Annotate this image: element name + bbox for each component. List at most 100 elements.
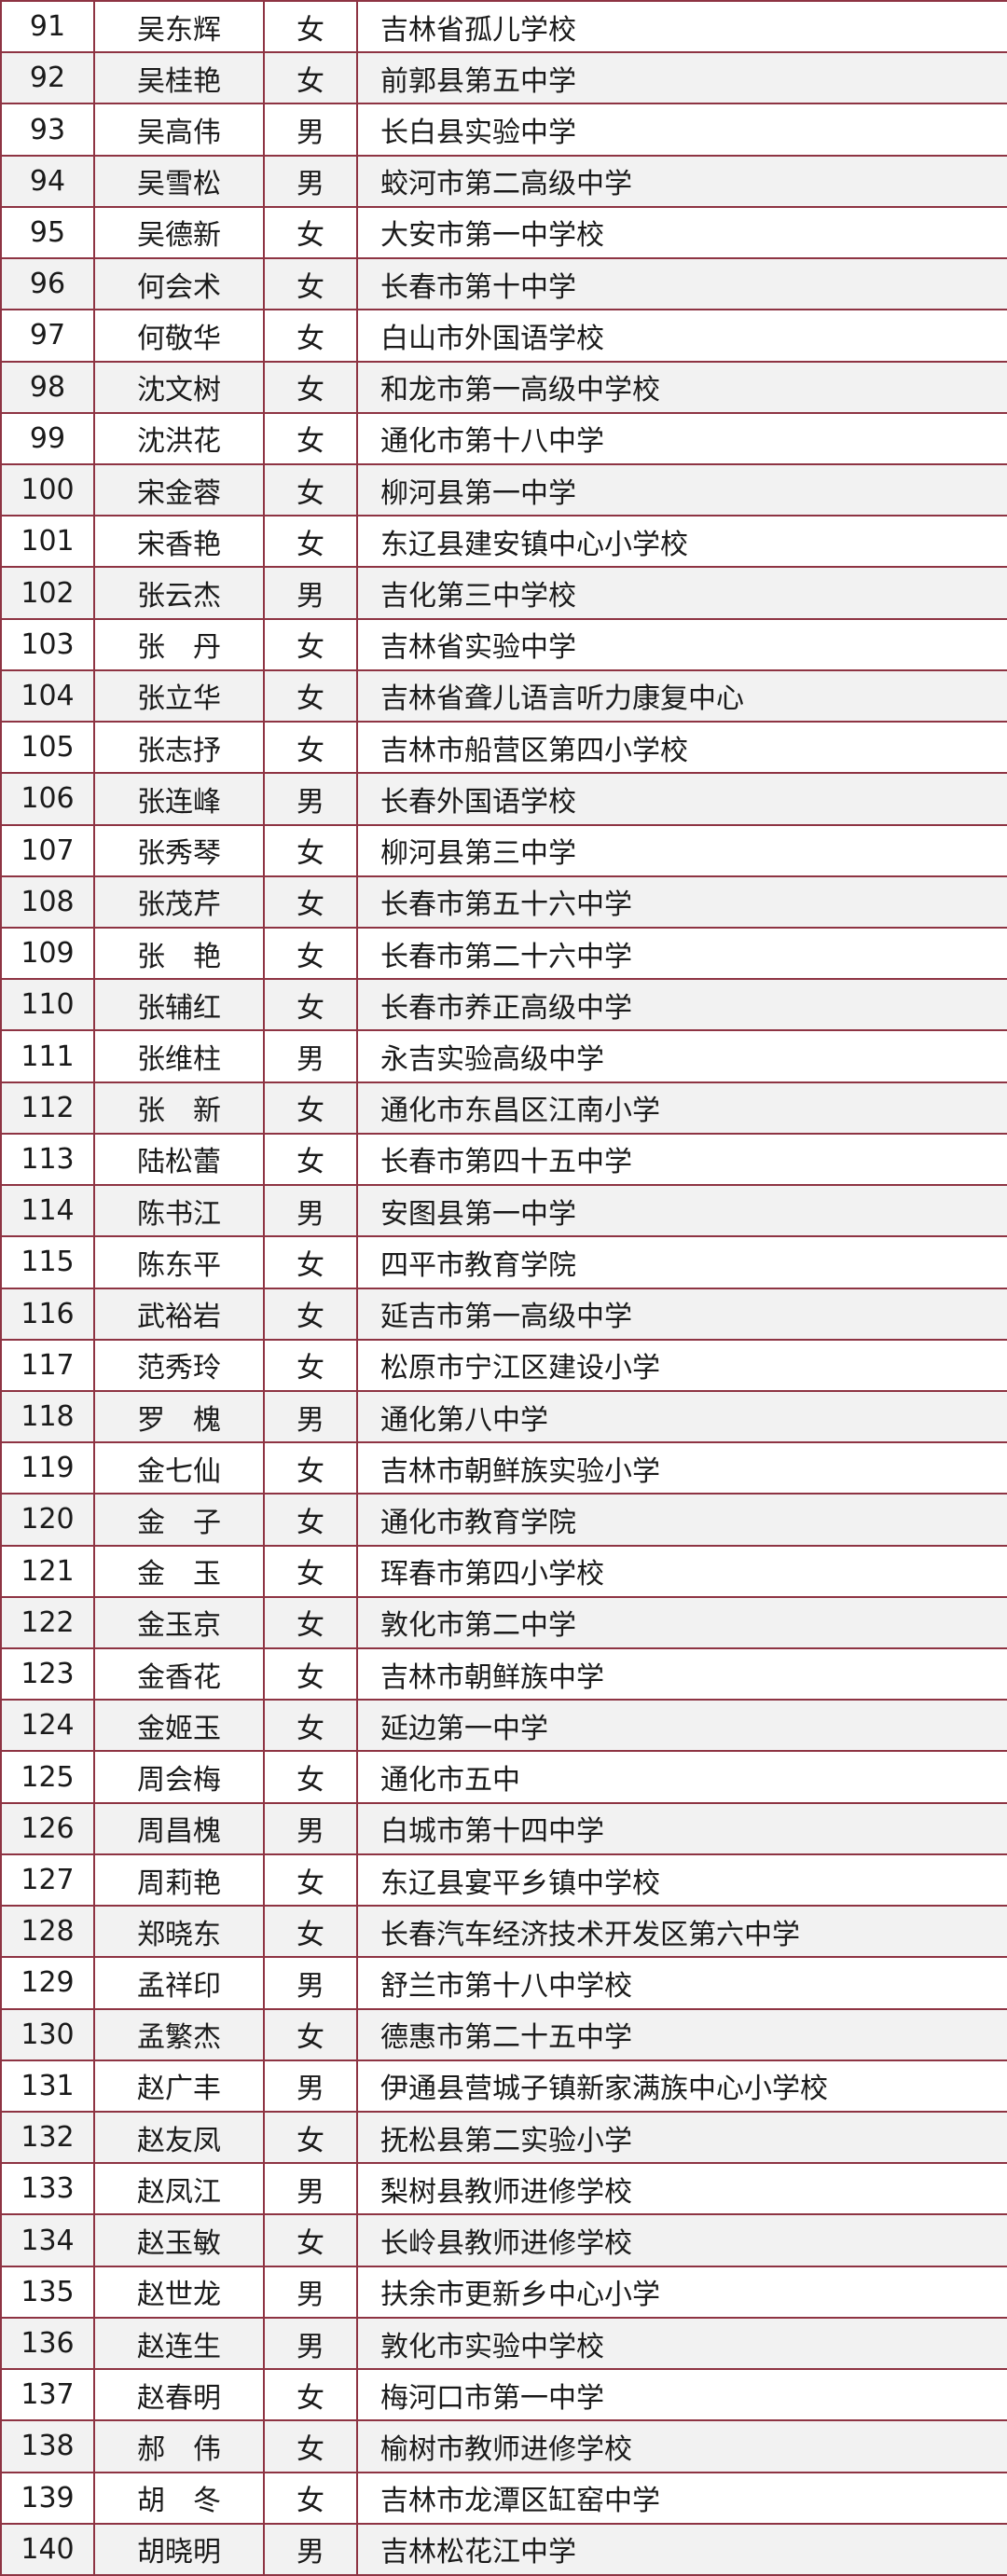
gender: 女 [265, 1495, 358, 1547]
teacher-name: 赵广丰 [95, 2060, 265, 2114]
school-name: 长春市第四十五中学 [358, 1135, 1007, 1187]
row-number: 104 [2, 670, 95, 723]
school-name: 白山市外国语学校 [358, 310, 1007, 363]
school-name: 长春市第十中学 [358, 259, 1007, 311]
gender: 女 [265, 825, 358, 877]
row-number: 119 [2, 1443, 95, 1495]
school-name: 长白县实验中学 [358, 104, 1007, 157]
teacher-name: 宋香艳 [95, 517, 265, 569]
teacher-name: 吴德新 [95, 207, 265, 260]
row-number: 130 [2, 2009, 95, 2061]
gender: 女 [265, 1907, 358, 1959]
gender: 女 [265, 2473, 358, 2525]
school-name: 伊通县营城子镇新家满族中心小学校 [358, 2061, 1007, 2114]
school-name: 四平市教育学院 [358, 1237, 1007, 1289]
gender: 男 [265, 774, 358, 826]
gender: 女 [265, 1649, 358, 1701]
teacher-name: 赵友凤 [95, 2113, 265, 2165]
school-name: 通化市第十八中学 [358, 414, 1007, 465]
row-number: 120 [2, 1495, 95, 1547]
school-name: 东辽县建安镇中心小学校 [358, 517, 1007, 569]
gender: 女 [265, 310, 358, 363]
row-number: 138 [2, 2421, 95, 2473]
teacher-name: 周莉艳 [95, 1854, 265, 1908]
teacher-name: 张志抒 [95, 723, 265, 775]
school-name: 通化市东昌区江南小学 [358, 1082, 1007, 1135]
gender: 男 [265, 104, 358, 157]
school-name: 吉林省实验中学 [358, 620, 1007, 671]
teacher-name: 周会梅 [95, 1752, 265, 1804]
teacher-name: 赵凤江 [95, 2164, 265, 2216]
teacher-name: 陆松蕾 [95, 1134, 265, 1187]
row-number: 92 [2, 53, 95, 105]
row-number: 134 [2, 2215, 95, 2267]
school-name: 安图县第一中学 [358, 1186, 1007, 1238]
row-number: 105 [2, 723, 95, 775]
gender: 女 [265, 1340, 358, 1392]
row-number: 103 [2, 619, 95, 671]
school-name: 榆树市教师进修学校 [358, 2421, 1007, 2473]
teacher-name: 范秀玲 [95, 1340, 265, 1392]
teacher-name: 张立华 [95, 670, 265, 723]
teacher-name: 吴高伟 [95, 104, 265, 157]
school-name: 吉林省聋儿语言听力康复中心 [358, 670, 1007, 723]
gender: 女 [265, 2009, 358, 2061]
row-number: 117 [2, 1340, 95, 1392]
teacher-name: 金 玉 [95, 1546, 265, 1598]
school-name: 吉林市朝鲜族实验小学 [358, 1443, 1007, 1495]
row-number: 115 [2, 1237, 95, 1289]
school-name: 永吉实验高级中学 [358, 1031, 1007, 1083]
gender: 女 [265, 1752, 358, 1804]
row-number: 135 [2, 2266, 95, 2319]
gender: 女 [265, 1701, 358, 1753]
teacher-name: 张茂芹 [95, 876, 265, 929]
school-name: 柳河县第三中学 [358, 826, 1007, 877]
row-number: 124 [2, 1701, 95, 1753]
school-name: 珲春市第四小学校 [358, 1547, 1007, 1598]
school-name: 扶余市更新乡中心小学 [358, 2267, 1007, 2319]
school-name: 吉林市龙潭区缸窑中学 [358, 2473, 1007, 2525]
gender: 女 [265, 413, 358, 465]
school-name: 吉林市朝鲜族中学 [358, 1649, 1007, 1701]
teacher-name: 张 艳 [95, 928, 265, 981]
school-name: 柳河县第一中学 [358, 464, 1007, 517]
teacher-name: 张云杰 [95, 568, 265, 620]
teacher-name: 何会术 [95, 259, 265, 311]
row-number: 108 [2, 876, 95, 929]
row-number: 133 [2, 2164, 95, 2216]
teacher-name: 宋金蓉 [95, 464, 265, 517]
teacher-name: 何敬华 [95, 310, 265, 363]
row-number: 118 [2, 1391, 95, 1444]
row-number: 97 [2, 310, 95, 363]
row-number: 95 [2, 207, 95, 260]
row-number: 128 [2, 1907, 95, 1959]
school-name: 通化第八中学 [358, 1391, 1007, 1444]
gender: 男 [265, 2266, 358, 2319]
school-name: 舒兰市第十八中学校 [358, 1958, 1007, 2010]
row-number: 127 [2, 1854, 95, 1908]
gender: 女 [265, 928, 358, 981]
row-number: 113 [2, 1134, 95, 1187]
teacher-name: 沈洪花 [95, 413, 265, 465]
teacher-name: 张 丹 [95, 619, 265, 671]
teacher-name: 罗 槐 [95, 1391, 265, 1444]
gender: 女 [265, 1082, 358, 1135]
gender: 女 [265, 517, 358, 569]
school-name: 延边第一中学 [358, 1701, 1007, 1753]
school-name: 长春市养正高级中学 [358, 980, 1007, 1032]
teacher-name: 赵世龙 [95, 2266, 265, 2319]
gender: 女 [265, 980, 358, 1032]
gender: 女 [265, 207, 358, 260]
gender: 女 [265, 1288, 358, 1341]
row-number: 99 [2, 413, 95, 465]
school-name: 长春市第五十六中学 [358, 876, 1007, 929]
gender: 女 [265, 1134, 358, 1187]
gender: 男 [265, 2524, 358, 2576]
row-number: 110 [2, 980, 95, 1032]
school-name: 松原市宁江区建设小学 [358, 1341, 1007, 1392]
teacher-name: 陈东平 [95, 1237, 265, 1289]
school-name: 通化市五中 [358, 1752, 1007, 1804]
school-name: 前郭县第五中学 [358, 53, 1007, 105]
teacher-name: 金姬玉 [95, 1701, 265, 1753]
